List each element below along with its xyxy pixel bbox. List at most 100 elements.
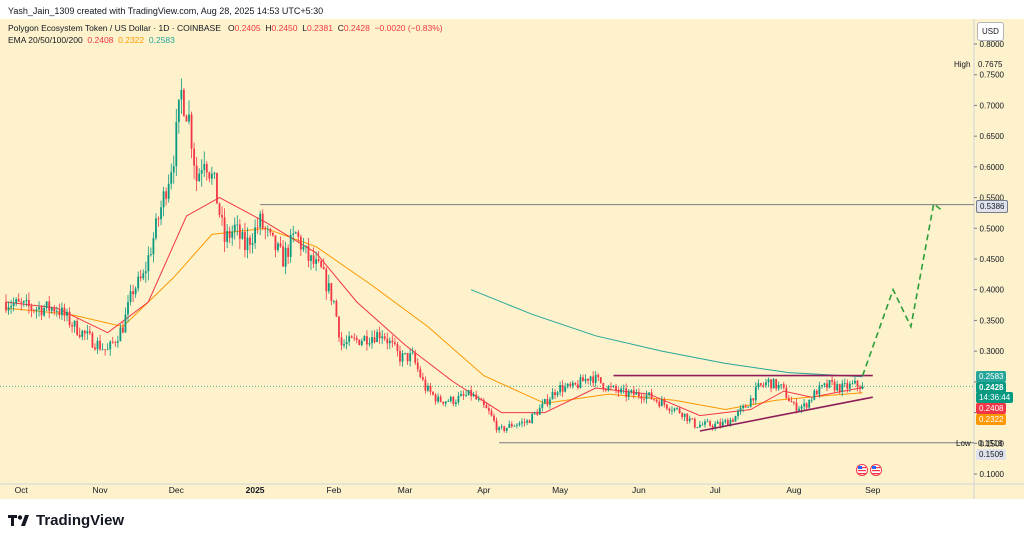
candle-body [208,172,211,179]
candle-body [765,382,767,386]
candle-body [391,340,394,343]
candle-body [505,427,508,431]
candle-body [775,379,778,389]
tradingview-logo-icon [8,514,29,526]
candle-body [787,398,790,402]
candle-body [449,396,452,402]
candle-body [223,217,226,242]
event-flag-canton [872,466,876,469]
candle-body [195,165,198,182]
candle-body [350,336,353,338]
candle-body [556,392,559,396]
candle-body [238,224,241,239]
candle-body [155,218,157,239]
candle-body [848,383,851,389]
candle-body [574,382,577,385]
candle-body [25,299,28,302]
candle-body [495,420,498,431]
candle-body [53,307,56,312]
candle-body [368,343,371,345]
candle-body [353,337,356,339]
candle-body [218,203,221,215]
countdown-tag: 14:36:44 [976,392,1014,403]
event-flag-stripe [858,470,866,472]
candle-body [188,114,190,122]
candle-body [696,427,699,429]
candle-body [327,283,330,292]
candle-body [111,341,114,343]
ema20-price-tag: 0.2408 [976,403,1007,414]
price-tick-label: 0.3000 [980,347,1005,356]
candle-body [528,420,531,423]
time-axis[interactable]: Oct Nov Dec 2025 Feb Mar Apr May Jun Jul Aug Sep [15,485,881,495]
candle-body [210,173,213,179]
candle-body [549,399,551,405]
candle-body [569,383,572,386]
candle-body [498,427,501,431]
candle-body [444,401,447,404]
time-tick-label: May [552,485,569,495]
candle-body [71,325,73,327]
candle-body [381,336,384,339]
candle-body [122,327,124,333]
tradingview-footer[interactable]: TradingView [8,512,124,529]
candle-body [831,380,833,382]
candle-body [818,385,821,395]
candle-body [465,395,467,396]
candle-body [81,330,84,337]
candle-body [627,391,630,397]
candle-body [302,246,305,250]
candle-body [10,306,12,308]
ema50-value: 0.2322 [118,35,145,45]
candle-body [193,148,195,166]
candle-body [170,172,173,184]
candle-body [597,374,600,378]
candle-body [409,353,412,362]
event-flag-icon [870,464,882,476]
candle-body [424,379,427,391]
chart-canvas[interactable]: 0.8000 0.7500 0.7000 0.6500 0.6000 0.5500 0.50… [0,19,1024,499]
candle-body [317,259,320,262]
candle-body [91,333,94,348]
candle-body [45,301,48,308]
candle-body [531,413,534,423]
candle-body [500,426,503,428]
candle-body [429,385,432,392]
candle-body [749,398,752,407]
candle-body [546,399,549,405]
candles [5,78,864,434]
candle-body [457,396,460,403]
candle-body [536,412,539,415]
candle-body [632,390,635,395]
candle-body [521,421,523,424]
candle-body [828,380,831,388]
candle-body [770,379,772,389]
candle-body [610,386,612,388]
candle-body [683,413,686,417]
candle-body [315,259,317,264]
currency-button[interactable]: USD [977,22,1004,41]
candle-body [160,207,162,220]
candle-body [129,291,132,302]
high-marker-value: 0.7675 [978,60,1003,69]
candle-body [132,291,134,295]
chart-area[interactable]: 0.8000 0.7500 0.7000 0.6500 0.6000 0.5500 0.50… [0,19,1024,499]
candle-body [259,213,262,228]
symbol-title: Polygon Ecosystem Token / US Dollar · 1D… [8,23,221,33]
candle-body [274,235,277,251]
candle-body [124,314,127,333]
candle-body [439,396,442,402]
low-value: 0.2381 [306,23,333,33]
candle-body [401,353,404,362]
candle-body [167,183,170,199]
candle-body [411,352,414,354]
candle-body [228,231,231,238]
candle-body [127,301,129,315]
candle-body [241,232,244,239]
close-value: 0.2428 [343,23,370,33]
candle-body [437,396,440,402]
price-tick-label: 0.5000 [980,224,1005,233]
candle-body [732,419,734,422]
projection-path [861,202,942,376]
event-flag-stripe [872,473,880,475]
